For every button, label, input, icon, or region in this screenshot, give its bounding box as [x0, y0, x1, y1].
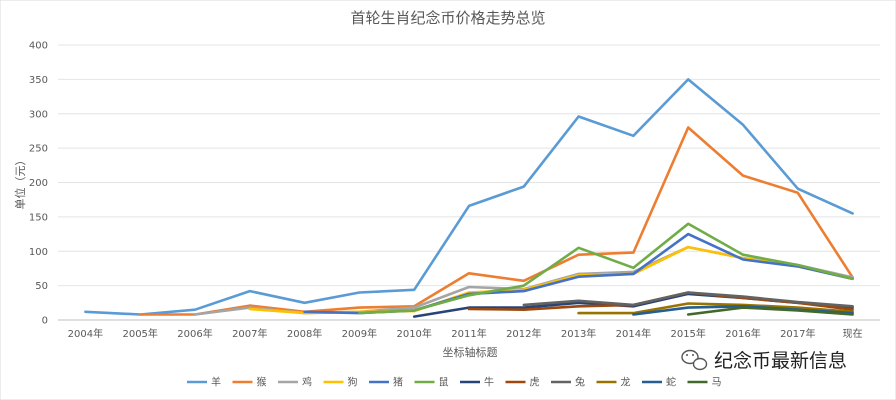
legend-label: 羊 [211, 376, 221, 389]
series-line [358, 222, 854, 315]
x-tick-label: 2017年 [780, 327, 815, 340]
legend-label: 狗 [348, 376, 358, 389]
y-tick-labels: 0 50 100 150 200 250 300 350 400 [29, 41, 48, 327]
x-tick-label: 现在 [843, 328, 863, 340]
x-tick-label: 2011年 [451, 327, 486, 340]
series-line [84, 78, 854, 316]
legend-label: 牛 [484, 376, 494, 389]
legend-label: 龙 [621, 376, 631, 389]
x-tick-labels: 2004年 2005年 2006年 2007年 2008年 2009年 2010年 2011年… [68, 327, 863, 340]
legend-label: 鼠 [439, 376, 449, 389]
x-tick-label: 2005年 [122, 327, 157, 340]
y-tick-label: 400 [29, 41, 48, 52]
x-tick-label: 2012年 [506, 327, 541, 340]
x-tick-label: 2013年 [561, 327, 596, 340]
x-tick-label: 2016年 [725, 327, 760, 340]
series-lines [84, 78, 854, 318]
legend-label: 兔 [575, 376, 585, 389]
x-tick-label: 2008年 [287, 327, 322, 340]
y-tick-label: 0 [42, 316, 48, 327]
y-tick-label: 100 [29, 247, 48, 258]
gridlines [58, 44, 880, 321]
x-tick-label: 2015年 [670, 327, 705, 340]
legend: 羊猴鸡狗猪鼠牛虎兔龙蛇马 [187, 376, 722, 389]
legend-label: 鸡 [302, 376, 312, 389]
y-tick-label: 250 [29, 144, 48, 155]
y-tick-label: 300 [29, 109, 48, 120]
legend-label: 猴 [257, 376, 267, 389]
x-tick-label: 2007年 [232, 327, 267, 340]
y-tick-label: 350 [29, 75, 48, 86]
legend-label: 蛇 [666, 376, 676, 389]
series-line [686, 306, 854, 316]
y-tick-label: 50 [35, 281, 48, 292]
legend-label: 虎 [530, 377, 540, 389]
x-axis-label: 坐标轴标题 [443, 345, 498, 359]
y-tick-label: 200 [29, 178, 48, 189]
x-tick-label: 2014年 [616, 327, 651, 340]
x-tick-label: 2004年 [68, 327, 103, 340]
x-tick-label: 2006年 [177, 327, 212, 340]
series-line [522, 291, 854, 308]
watermark: 纪念币最新信息 [681, 349, 847, 372]
x-tick-label: 2009年 [342, 327, 377, 340]
x-tick-label: 2010年 [396, 327, 431, 340]
chart-title: 首轮生肖纪念币价格走势总览 [350, 9, 545, 27]
y-tick-label: 150 [29, 212, 48, 223]
y-axis-label: 单位（元） [13, 155, 27, 210]
watermark-text: 纪念币最新信息 [714, 349, 847, 372]
wechat-icon [681, 349, 708, 371]
legend-label: 马 [712, 377, 722, 389]
series-line [577, 302, 854, 315]
legend-label: 猪 [393, 377, 403, 389]
series-line [138, 126, 854, 316]
